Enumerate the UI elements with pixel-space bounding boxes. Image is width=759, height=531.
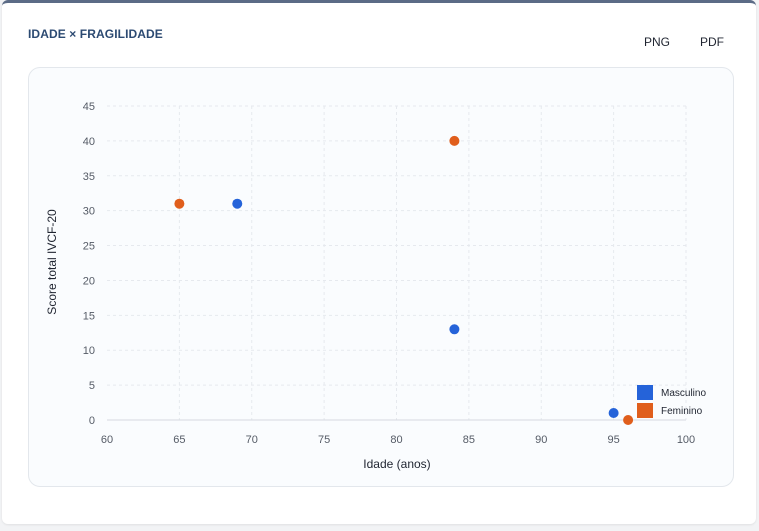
x-tick-label: 85	[463, 434, 475, 446]
y-tick-label: 30	[83, 206, 95, 218]
data-points	[174, 135, 634, 425]
scatter-point-feminino[interactable]	[623, 415, 634, 425]
x-tick-label: 60	[101, 434, 113, 446]
x-tick-label: 70	[246, 434, 258, 446]
legend-swatch-masculino	[637, 385, 653, 400]
y-tick-label: 15	[83, 310, 95, 322]
y-tick-label: 5	[89, 380, 95, 392]
x-tick-label: 95	[608, 434, 620, 446]
y-tick-label: 35	[83, 171, 95, 183]
scatter-point-feminino[interactable]	[449, 135, 460, 146]
y-axis-label: Score total IVCF-20	[45, 209, 59, 315]
y-tick-label: 0	[89, 415, 95, 427]
x-tick-label: 75	[318, 434, 330, 446]
legend-label-feminino: Feminino	[661, 406, 703, 417]
legend-swatch-feminino	[637, 403, 653, 418]
scatter-point-feminino[interactable]	[174, 198, 185, 209]
x-tick-label: 100	[677, 434, 695, 446]
x-tick-label: 80	[390, 434, 402, 446]
export-png-button[interactable]: PNG	[638, 33, 676, 51]
x-tick-label: 90	[535, 434, 547, 446]
y-tick-label: 45	[83, 101, 95, 113]
axes: 0 5 10 15 20 25 30 35 40 45 60 65 70 75 80 85 90 95 100	[83, 101, 695, 446]
card-title: IDADE × FRAGILIDADE	[28, 27, 163, 41]
y-tick-label: 20	[83, 275, 95, 287]
x-tick-label: 65	[173, 434, 185, 446]
legend-label-masculino: Masculino	[661, 388, 706, 399]
x-axis-label: Idade (anos)	[363, 457, 430, 471]
scatter-point-masculino[interactable]	[232, 198, 243, 209]
export-pdf-button[interactable]: PDF	[694, 33, 730, 51]
grid	[107, 105, 687, 420]
scatter-point-masculino[interactable]	[608, 408, 619, 419]
legend: Masculino Feminino	[637, 385, 706, 418]
scatter-point-masculino[interactable]	[449, 324, 460, 335]
y-tick-label: 25	[83, 241, 95, 253]
y-tick-label: 40	[83, 136, 95, 148]
y-tick-label: 10	[83, 345, 95, 357]
